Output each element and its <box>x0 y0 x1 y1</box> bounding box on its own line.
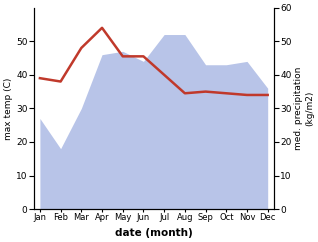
X-axis label: date (month): date (month) <box>115 228 193 238</box>
Y-axis label: max temp (C): max temp (C) <box>4 77 13 140</box>
Y-axis label: med. precipitation
(kg/m2): med. precipitation (kg/m2) <box>294 67 314 150</box>
